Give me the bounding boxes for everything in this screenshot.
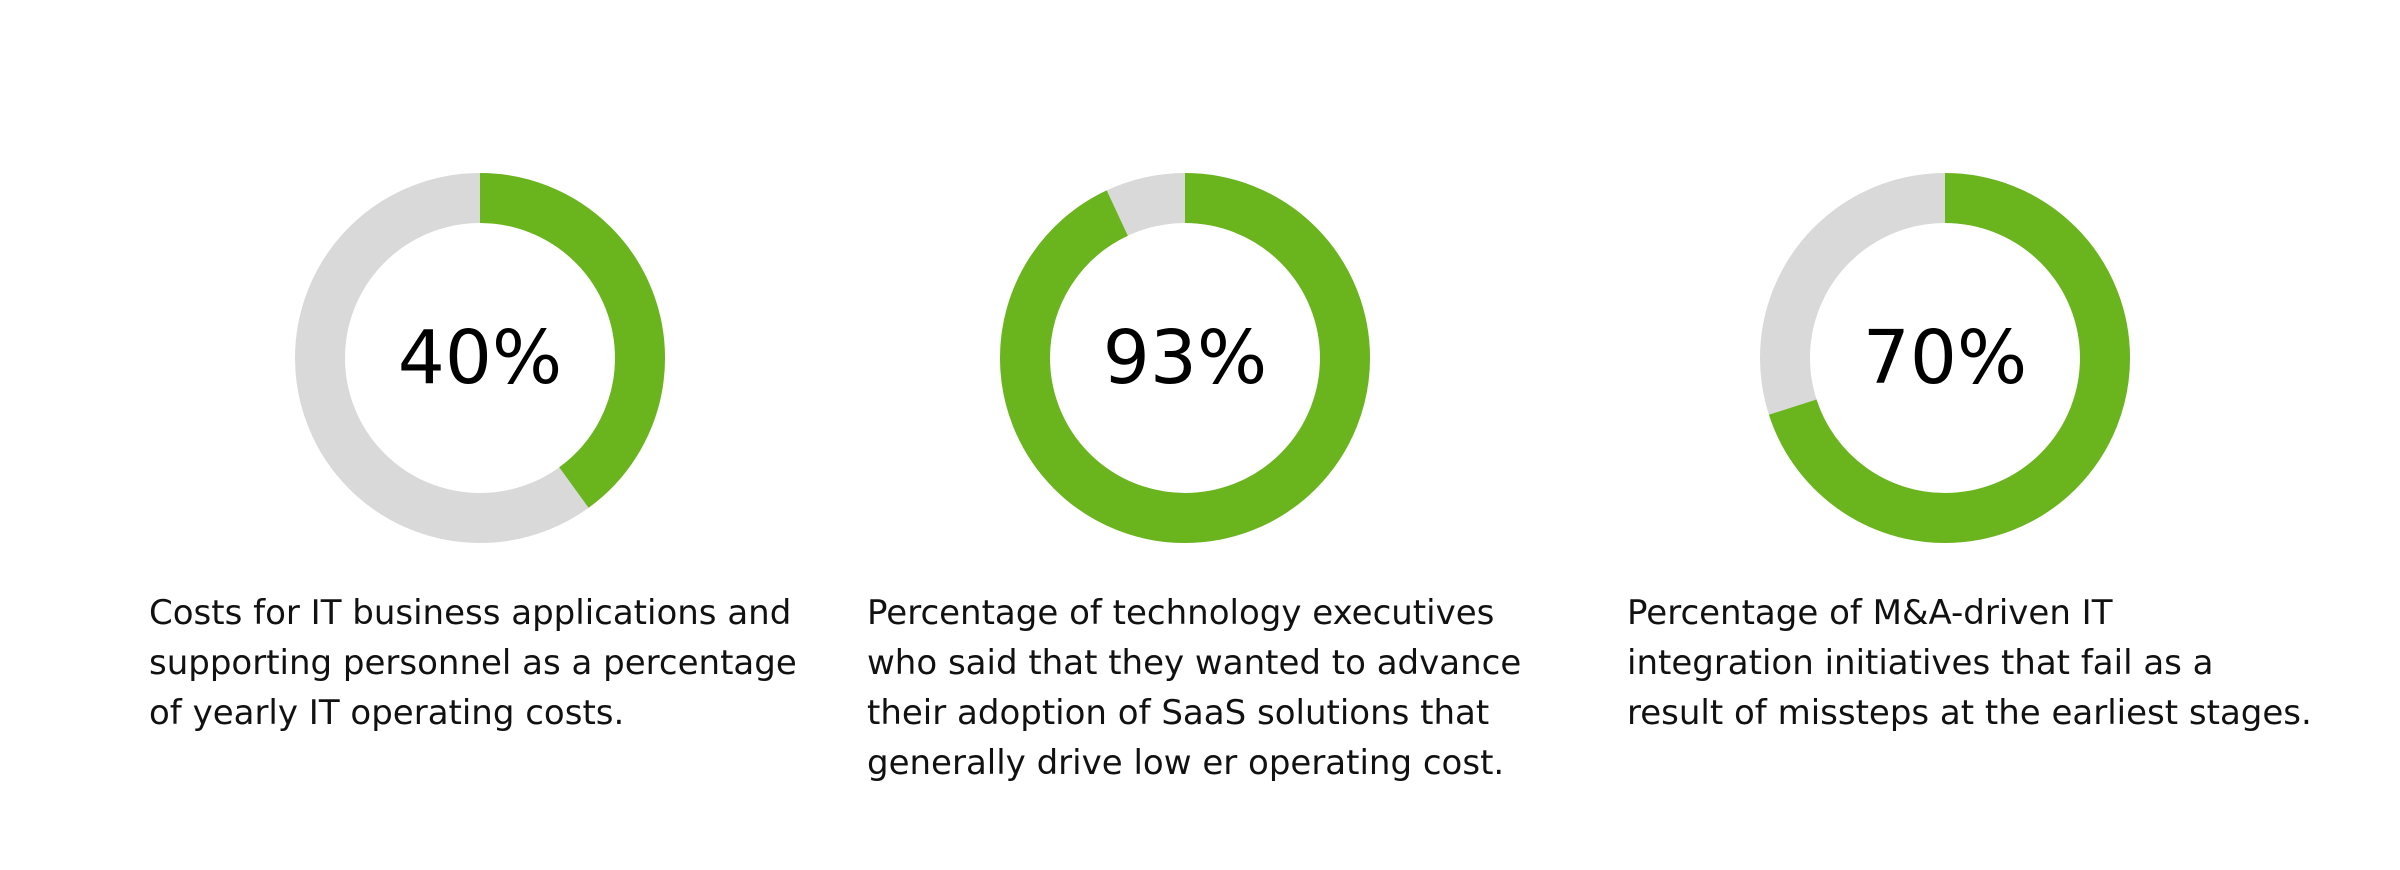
stat-card-costs: 40% Costs for IT business applications a…	[140, 0, 840, 870]
stat-card-ma: 70% Percentage of M&A-driven IT integrat…	[1620, 0, 2320, 870]
caption-line: integration initiatives that fail as a	[1627, 643, 2214, 683]
caption-line: Percentage of technology executives	[867, 593, 1495, 633]
caption-line: generally drive low er operating cost.	[867, 743, 1505, 783]
caption-line: who said that they wanted to advance	[867, 643, 1522, 683]
donut-svg	[295, 173, 665, 543]
donut-value-arc	[295, 173, 665, 543]
caption-line: Percentage of M&A-driven IT	[1627, 593, 2113, 633]
stat-value: 40%	[397, 315, 563, 401]
donut-chart: 40%	[288, 166, 672, 550]
stat-card-saas: 93% Percentage of technology executives …	[860, 0, 1560, 870]
caption-line: result of missteps at the earliest stage…	[1627, 693, 2312, 733]
caption-line: of yearly IT operating costs.	[149, 693, 625, 733]
stat-caption: Costs for IT business applications and s…	[149, 588, 797, 738]
stat-caption: Percentage of M&A-driven IT integration …	[1627, 588, 2312, 738]
caption-line: their adoption of SaaS solutions that	[867, 693, 1490, 733]
stat-value: 93%	[1102, 315, 1268, 401]
donut-chart: 70%	[1753, 166, 2137, 550]
stat-value: 70%	[1862, 315, 2028, 401]
donut-chart: 93%	[993, 166, 1377, 550]
stat-caption: Percentage of technology executives who …	[867, 588, 1521, 788]
caption-line: Costs for IT business applications and	[149, 593, 792, 633]
donut-svg	[1000, 173, 1370, 543]
caption-line: supporting personnel as a percentage	[149, 643, 797, 683]
donut-value-arc	[1000, 173, 1370, 543]
donut-svg	[1760, 173, 2130, 543]
donut-value-arc	[1760, 173, 2130, 543]
